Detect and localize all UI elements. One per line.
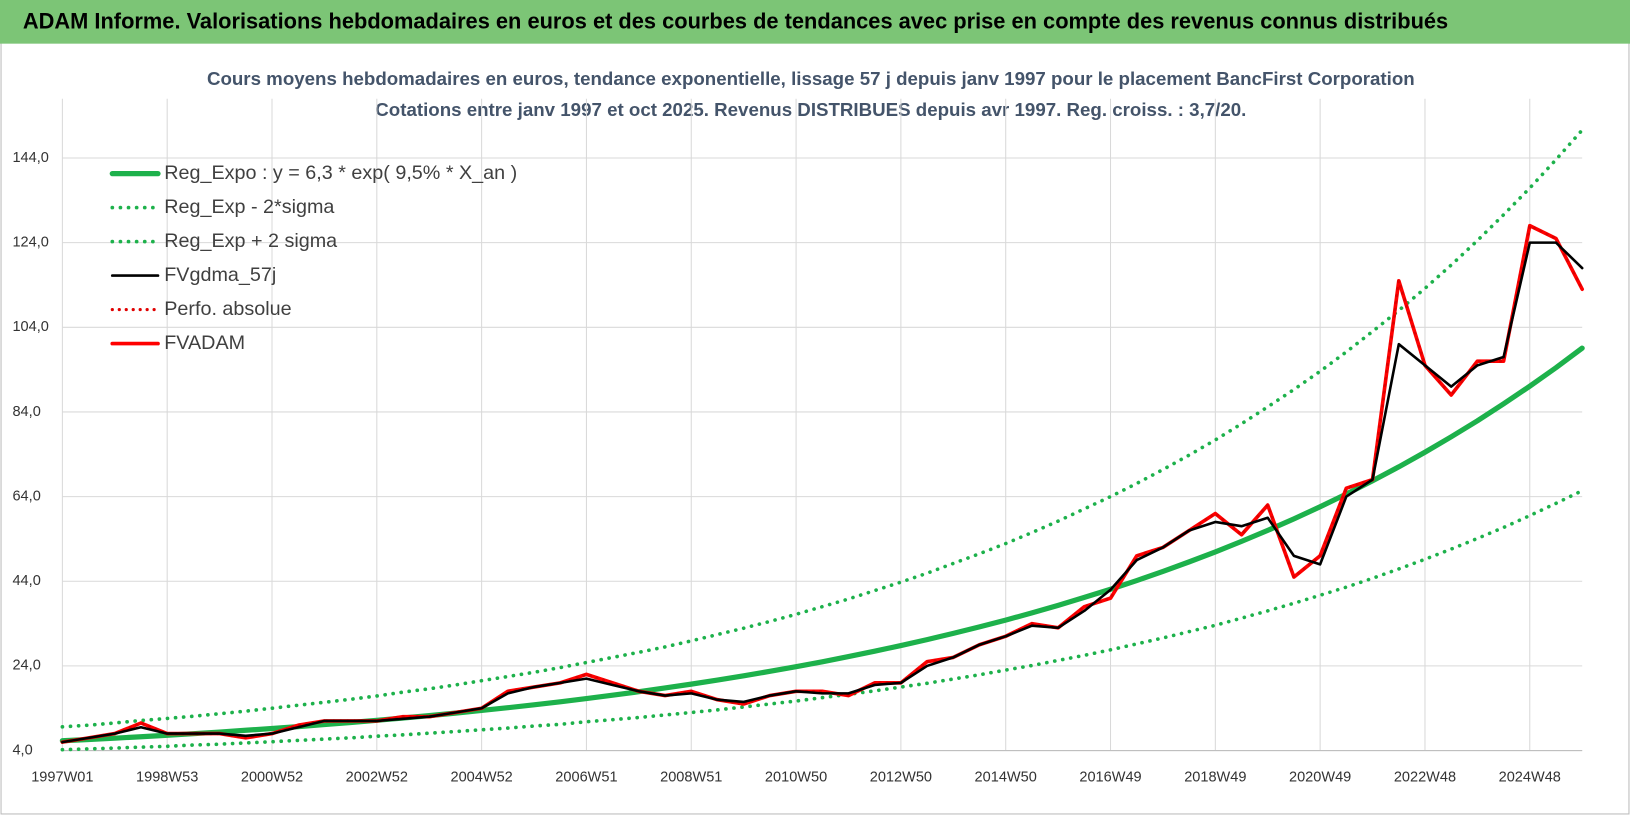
legend-label: Reg_Exp + 2 sigma (164, 230, 337, 252)
x-tick-label: 1998W53 (136, 769, 198, 785)
series-line (59, 345, 1585, 744)
legend-label: Reg_Exp - 2*sigma (164, 196, 334, 218)
x-tick-label: 2000W52 (241, 769, 303, 785)
x-tick-label: 2016W49 (1079, 769, 1141, 785)
y-tick-label: 104,0 (12, 319, 48, 335)
x-tick-label: 2014W50 (975, 769, 1037, 785)
x-tick-label: 2022W48 (1394, 769, 1456, 785)
legend-label: FVgdma_57j (164, 264, 276, 286)
y-tick-label: 124,0 (12, 235, 48, 251)
chart-title: Cours moyens hebdomadaires en euros, ten… (207, 68, 1415, 89)
series-line (60, 488, 1585, 752)
x-tick-label: 2002W52 (346, 769, 408, 785)
legend-label: FVADAM (164, 332, 245, 354)
chart-subtitle: Cotations entre janv 1997 et oct 2025. R… (375, 99, 1246, 120)
x-tick-label: 2020W49 (1289, 769, 1351, 785)
y-tick-label: 64,0 (12, 488, 40, 504)
header-bar (0, 0, 1630, 44)
y-tick-label: 4,0 (12, 742, 32, 758)
x-tick-label: 2004W52 (450, 769, 512, 785)
legend-label: Reg_Expo : y = 6,3 * exp( 9,5% * X_an ) (164, 162, 517, 184)
y-tick-label: 44,0 (12, 573, 40, 589)
x-tick-label: 2010W50 (765, 769, 827, 785)
x-tick-label: 2018W49 (1184, 769, 1246, 785)
y-tick-label: 24,0 (12, 658, 40, 674)
legend-label: Perfo. absolue (164, 298, 291, 320)
x-tick-label: 2008W51 (660, 769, 722, 785)
y-tick-label: 144,0 (12, 150, 48, 166)
series-line (60, 128, 1585, 729)
y-tick-label: 84,0 (12, 404, 40, 420)
x-tick-label: 2006W51 (555, 769, 617, 785)
x-tick-label: 2012W50 (870, 769, 932, 785)
x-tick-label: 2024W48 (1499, 769, 1561, 785)
x-tick-label: 1997W01 (31, 769, 93, 785)
header-title: ADAM Informe. Valorisations hebdomadaire… (23, 9, 1448, 34)
series-line (61, 241, 1584, 744)
